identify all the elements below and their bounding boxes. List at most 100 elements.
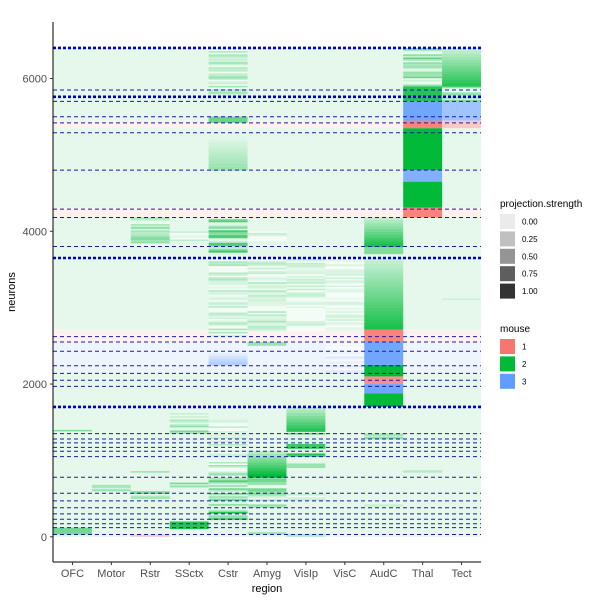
heat-cell <box>286 278 326 281</box>
heat-cell <box>286 314 326 317</box>
heat-cell <box>403 65 443 68</box>
heat-cell <box>286 293 326 296</box>
heat-cell <box>325 287 365 289</box>
heat-cell <box>208 243 248 245</box>
y-axis-title: neurons <box>6 272 18 312</box>
heat-cell <box>247 267 287 270</box>
heat-cell <box>325 298 365 301</box>
heat-cell <box>130 494 170 496</box>
heat-cell <box>247 486 287 489</box>
heat-cell <box>403 170 443 182</box>
heat-cell <box>325 354 365 357</box>
heat-cell <box>286 442 326 445</box>
heat-cell <box>247 457 287 461</box>
heat-cell <box>169 413 209 415</box>
heat-cell <box>208 330 248 333</box>
heat-cell <box>247 261 287 264</box>
heat-cell <box>208 167 248 171</box>
heat-cell <box>208 306 248 309</box>
heat-cell <box>325 270 365 273</box>
heat-cell <box>325 282 365 285</box>
heat-cell <box>208 439 248 441</box>
heat-cell <box>286 419 326 423</box>
heat-cell <box>247 493 287 495</box>
heat-cell <box>286 312 326 315</box>
heat-cell <box>208 483 248 486</box>
heat-cell <box>325 360 365 363</box>
heat-cell <box>325 346 365 349</box>
heat-cell <box>403 101 443 121</box>
heat-cell <box>208 274 248 276</box>
strength-legend-key <box>500 214 515 229</box>
heat-cell <box>403 57 443 60</box>
heat-cell <box>208 477 248 480</box>
heat-cell <box>286 264 326 267</box>
heat-cell <box>208 440 248 443</box>
heat-cell <box>286 270 326 273</box>
heat-cell <box>208 217 248 220</box>
heat-cell <box>403 59 443 61</box>
heat-cell <box>208 244 248 247</box>
heat-cell <box>208 277 248 280</box>
heat-cell <box>247 478 287 481</box>
heat-cell <box>208 496 248 499</box>
heat-cell <box>247 324 287 327</box>
heat-cell <box>247 312 287 315</box>
heat-cell <box>364 217 404 221</box>
heat-cell <box>169 428 209 431</box>
heat-cell <box>247 314 287 317</box>
heat-cell <box>208 435 248 438</box>
heat-cell <box>208 516 248 519</box>
heat-cell <box>247 287 287 289</box>
heat-cell <box>364 223 404 227</box>
heat-cell <box>325 261 365 264</box>
heat-cell <box>208 510 248 513</box>
heat-cell <box>208 59 248 61</box>
legend-label: 1.00 <box>522 287 538 296</box>
heat-cell <box>325 295 365 298</box>
heat-cell <box>208 163 248 168</box>
mouse-band <box>53 329 481 343</box>
heat-cell <box>286 269 326 272</box>
heat-cell <box>130 233 170 236</box>
heat-cell <box>247 262 287 265</box>
x-tick-label: Tect <box>451 568 471 580</box>
heat-cell <box>130 217 170 220</box>
legend-label: 1 <box>522 343 527 352</box>
heat-cell <box>208 431 248 434</box>
heat-cell <box>442 86 481 88</box>
heat-cell <box>286 328 326 331</box>
heat-cell <box>364 272 404 277</box>
heat-cell <box>208 519 248 522</box>
heat-cell <box>247 241 287 244</box>
heat-cell <box>208 81 248 83</box>
heat-cell <box>208 63 248 66</box>
heat-cell <box>208 463 248 466</box>
heat-cell <box>208 464 248 467</box>
heat-cell <box>247 278 287 281</box>
heat-cell <box>364 258 404 262</box>
heat-cell <box>208 142 248 146</box>
heat-cell <box>130 236 170 239</box>
heat-cell <box>208 453 248 456</box>
heat-cell <box>286 422 326 426</box>
heat-cell <box>208 219 248 222</box>
cell-layer <box>53 47 481 537</box>
heat-cell <box>286 322 326 325</box>
heat-cell <box>403 51 443 54</box>
heat-cell <box>247 309 287 312</box>
heat-cell <box>325 285 365 288</box>
heat-cell <box>208 307 248 310</box>
heat-cell <box>364 317 404 321</box>
heat-cell <box>442 99 481 102</box>
heat-cell <box>208 468 248 470</box>
heat-cell <box>247 462 287 467</box>
heat-cell <box>364 232 404 236</box>
heat-cell <box>208 325 248 328</box>
heat-cell <box>91 486 131 489</box>
heat-cell <box>286 317 326 320</box>
heat-cell <box>364 314 404 318</box>
heat-cell <box>325 272 365 275</box>
heat-cell <box>208 315 248 318</box>
heat-cell <box>208 272 248 275</box>
